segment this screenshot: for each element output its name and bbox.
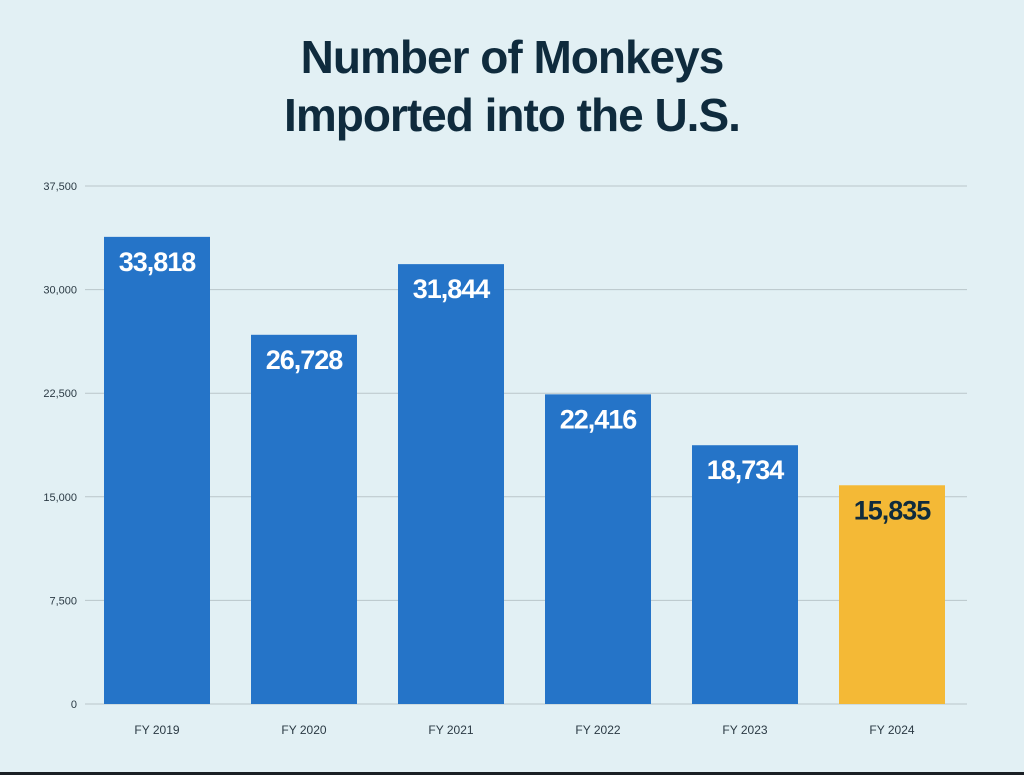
data-label: 15,835 bbox=[854, 495, 932, 525]
data-label: 22,416 bbox=[560, 404, 638, 434]
data-label: 18,734 bbox=[707, 455, 785, 485]
data-label: 26,728 bbox=[266, 345, 344, 375]
x-tick-label: FY 2024 bbox=[869, 723, 914, 737]
x-tick-label: FY 2020 bbox=[281, 723, 326, 737]
y-tick-label: 7,500 bbox=[49, 595, 77, 607]
y-tick-label: 0 bbox=[71, 699, 77, 711]
bar-fy-2019 bbox=[104, 236, 210, 704]
x-tick-label: FY 2023 bbox=[722, 723, 767, 737]
y-tick-label: 30,000 bbox=[43, 285, 77, 297]
bar-fy-2021 bbox=[398, 264, 504, 704]
chart-title-line-1: Number of Monkeys bbox=[300, 31, 725, 83]
bar-fy-2022 bbox=[545, 394, 651, 704]
y-tick-label: 37,500 bbox=[43, 181, 77, 193]
x-tick-label: FY 2021 bbox=[428, 723, 473, 737]
data-label: 31,844 bbox=[413, 274, 491, 304]
x-tick-label: FY 2022 bbox=[575, 723, 620, 737]
bar-fy-2024 bbox=[839, 485, 945, 704]
x-tick-label: FY 2019 bbox=[134, 723, 179, 737]
y-tick-label: 22,500 bbox=[43, 388, 77, 400]
chart-title: Number of Monkeys Imported into the U.S. bbox=[0, 28, 1024, 144]
data-label: 33,818 bbox=[119, 247, 197, 277]
bar-fy-2023 bbox=[692, 445, 798, 704]
bar-fy-2020 bbox=[251, 334, 357, 704]
y-tick-label: 15,000 bbox=[43, 492, 77, 504]
chart-title-line-2: Imported into the U.S. bbox=[284, 89, 741, 141]
bottom-border bbox=[0, 772, 1024, 775]
